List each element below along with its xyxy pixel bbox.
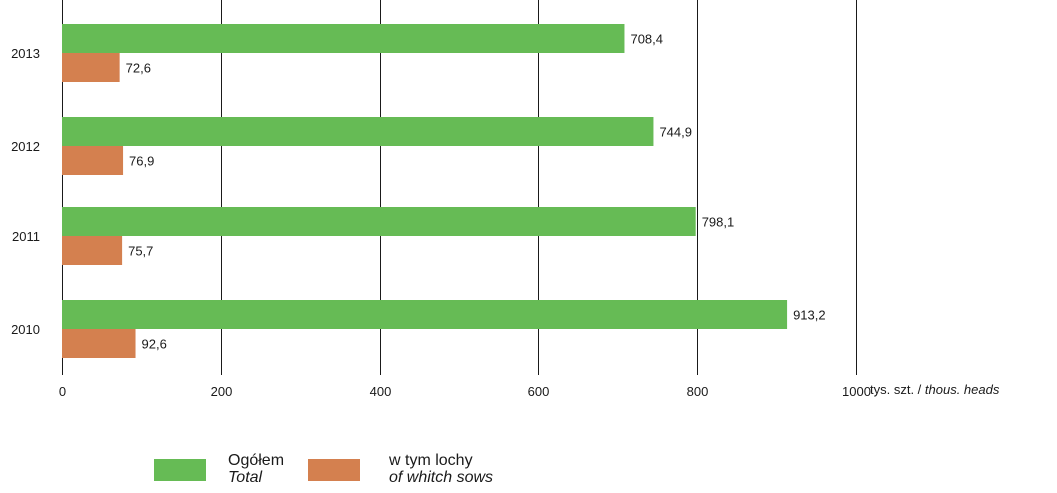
data-label: 913,2	[793, 308, 826, 323]
data-label: 798,1	[702, 215, 735, 230]
legend-label-total: Ogółem Total	[228, 452, 284, 486]
x-tick-label: 0	[59, 384, 66, 399]
legend-sows-en: of whitch sows	[389, 469, 494, 486]
legend-label-sows: w tym lochy of whitch sows	[389, 452, 493, 486]
legend-sows-pl: w tym lochy	[389, 452, 473, 469]
data-label: 75,7	[128, 244, 153, 259]
bar	[62, 117, 654, 146]
bar	[62, 300, 788, 329]
legend-swatch-sows	[308, 459, 360, 481]
legend-total-en: Total	[228, 469, 263, 486]
data-label: 76,9	[129, 154, 154, 169]
x-tick-label: 400	[370, 384, 392, 399]
legend-swatch-total	[154, 459, 206, 481]
bars	[62, 24, 788, 358]
x-tick-labels: 0 200 400 600 800 1000	[59, 384, 871, 399]
data-label: 72,6	[126, 61, 151, 76]
category-label: 2013	[11, 46, 40, 61]
data-labels: 708,4 72,6 744,9 76,9 798,1 75,7 913,2 92,6	[126, 32, 826, 352]
category-label: 2011	[12, 229, 40, 244]
unit-en: thous. heads	[924, 382, 1000, 397]
x-tick-label: 1000	[842, 384, 871, 399]
x-tick-label: 200	[211, 384, 233, 399]
bar	[62, 146, 124, 175]
category-labels: 2013 2012 2011 2010	[11, 46, 40, 337]
category-label: 2010	[11, 322, 40, 337]
x-tick-label: 800	[687, 384, 709, 399]
data-label: 708,4	[630, 32, 663, 47]
bar	[62, 53, 120, 82]
category-label: 2012	[11, 139, 40, 154]
x-axis-unit-label: tys. szt. / thous. heads	[870, 382, 999, 397]
bar	[62, 236, 123, 265]
legend-total-pl: Ogółem	[228, 452, 285, 469]
bar	[62, 207, 696, 236]
unit-pl: tys. szt. /	[870, 382, 925, 397]
bar-chart: 708,4 72,6 744,9 76,9 798,1 75,7 913,2 92,6 201…	[11, 0, 871, 399]
bar	[62, 24, 625, 53]
x-tick-label: 600	[528, 384, 550, 399]
data-label: 92,6	[142, 337, 167, 352]
bar	[62, 329, 136, 358]
data-label: 744,9	[659, 125, 692, 140]
